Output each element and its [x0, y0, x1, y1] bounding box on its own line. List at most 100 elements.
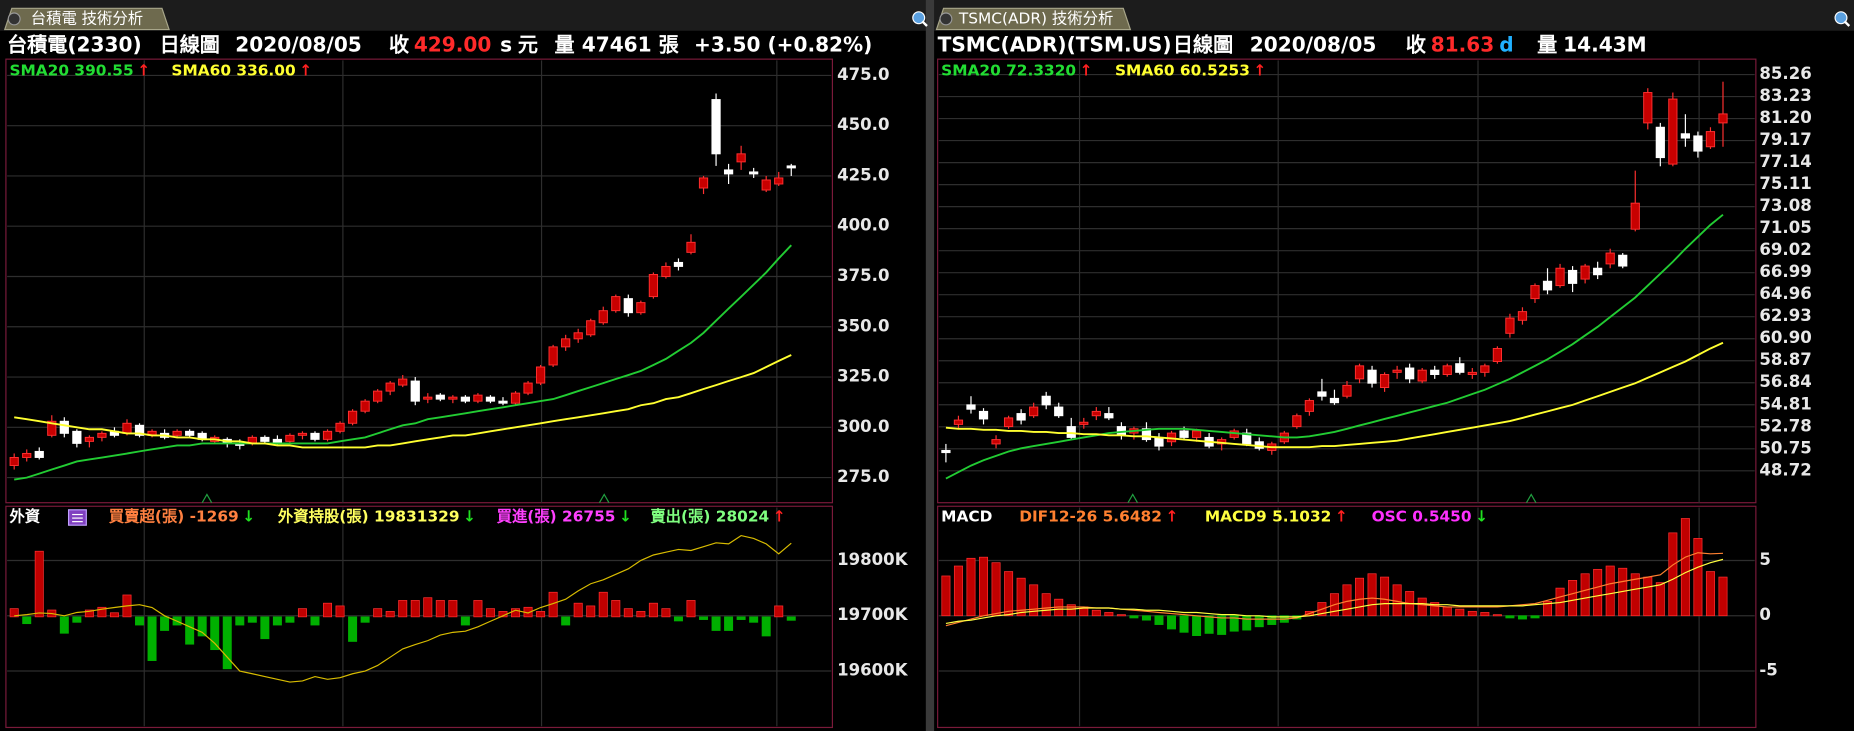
candle-body — [611, 296, 621, 312]
bar — [1041, 593, 1051, 617]
bar — [661, 608, 671, 618]
bar — [1693, 538, 1703, 617]
bar — [1380, 576, 1390, 617]
candle-body — [1392, 369, 1402, 373]
bar — [1367, 573, 1377, 617]
candle-body — [1618, 254, 1628, 267]
zoom-icon[interactable] — [912, 11, 928, 27]
ma-line — [14, 354, 792, 449]
bar — [1543, 601, 1553, 617]
candle-body — [1054, 406, 1064, 417]
y-tick-label: 75.11 — [1759, 174, 1811, 193]
candle-body — [953, 419, 964, 425]
candle-body — [966, 404, 976, 410]
candle-body — [498, 400, 508, 404]
bar — [1593, 568, 1603, 617]
bar — [573, 602, 583, 618]
header-text: 量 — [555, 33, 575, 57]
indicator-label: OSC 0.5450 — [1372, 507, 1472, 525]
candle-body — [1718, 113, 1728, 124]
bar — [460, 616, 470, 626]
y-tick-label: 425.0 — [837, 165, 889, 184]
bar — [786, 616, 796, 621]
y-tick-label: 69.02 — [1759, 240, 1811, 259]
bar — [774, 605, 784, 618]
y-tick-label: 48.72 — [1759, 460, 1811, 479]
y-tick-label: 350.0 — [837, 316, 889, 335]
header-text: 日線圖 — [1173, 33, 1233, 57]
candle-body — [9, 456, 19, 466]
bar — [1116, 614, 1126, 617]
header-text: 2020/08/05 — [235, 33, 362, 57]
bar — [1004, 571, 1014, 617]
bar — [485, 608, 495, 618]
indicator-arrow: ↓ — [1475, 507, 1488, 525]
header-text: 81.63 — [1431, 33, 1495, 57]
indicator-arrow: ↑ — [1253, 61, 1266, 79]
candle-body — [1154, 436, 1164, 447]
candle-body — [322, 430, 333, 440]
candle-body — [1442, 365, 1452, 375]
bar — [1217, 615, 1227, 635]
candle-body — [473, 394, 483, 402]
bar — [185, 616, 195, 645]
bar — [1141, 615, 1151, 621]
bar — [1643, 576, 1653, 617]
bar — [1668, 532, 1678, 617]
indicator-label: DIF12-26 5.6482 — [1019, 507, 1162, 525]
bar — [1154, 615, 1164, 625]
ma-line — [14, 244, 792, 481]
candle-body — [548, 346, 558, 366]
y-tick-label: -5 — [1759, 661, 1777, 680]
indicator-arrow: ↑ — [773, 507, 786, 525]
candle-body — [648, 274, 659, 298]
bar — [1242, 615, 1252, 631]
bar — [636, 611, 646, 618]
bar — [1630, 573, 1640, 617]
tab-menu-icon[interactable] — [7, 12, 21, 26]
bar — [1718, 576, 1728, 617]
bar — [1229, 615, 1239, 632]
y-tick-label: 73.08 — [1759, 196, 1811, 215]
y-tick-label: 19600K — [837, 661, 909, 680]
tab-menu-icon[interactable] — [939, 12, 953, 26]
header-text: 量 — [1537, 33, 1557, 57]
header-text: 台積電(2330) — [7, 33, 142, 57]
bar — [260, 616, 270, 640]
indicator-label: 賣出(張) 28024 — [650, 506, 769, 525]
bar — [1655, 582, 1665, 617]
candle-body — [686, 241, 696, 253]
price-panel — [5, 58, 833, 504]
candle-body — [723, 169, 734, 175]
indicator-line — [945, 552, 1724, 627]
bar — [673, 616, 683, 622]
bar — [348, 616, 358, 642]
zoom-icon[interactable] — [1834, 11, 1851, 27]
ma-line — [945, 213, 1724, 480]
candle-body — [1104, 413, 1114, 419]
indicator-label: SMA60 60.5253 — [1115, 61, 1250, 79]
candle-body — [297, 432, 308, 436]
bar — [147, 616, 157, 661]
bar — [197, 616, 207, 637]
bar — [1204, 615, 1214, 634]
bar — [1254, 615, 1264, 628]
bar — [1091, 609, 1101, 617]
y-tick-label: 475.0 — [837, 65, 889, 84]
settings-icon[interactable] — [67, 509, 87, 526]
candle-body — [1091, 410, 1101, 417]
bar — [84, 609, 94, 618]
bar — [979, 556, 989, 617]
candle-body — [134, 424, 145, 436]
y-tick-label: 71.05 — [1759, 218, 1811, 237]
header-text: d — [1499, 33, 1513, 57]
candle-body — [1016, 413, 1026, 421]
candle-body — [435, 394, 445, 400]
bar — [724, 616, 734, 631]
candle-body — [1379, 374, 1390, 389]
candle-body — [373, 390, 383, 402]
indicator-label: SMA20 390.55 — [9, 61, 133, 79]
bar — [536, 611, 546, 618]
window-divider — [925, 0, 935, 731]
candle-body — [1693, 135, 1703, 152]
